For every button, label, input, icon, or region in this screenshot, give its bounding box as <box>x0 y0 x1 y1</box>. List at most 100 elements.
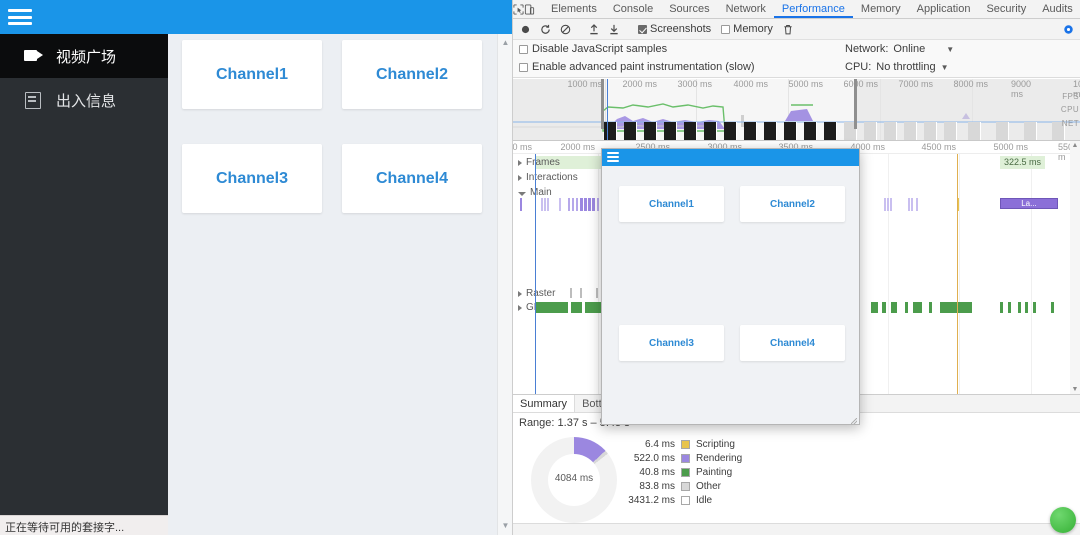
gpu-bar[interactable] <box>1033 302 1036 313</box>
gpu-bar[interactable] <box>871 302 878 313</box>
filmstrip-frame[interactable] <box>804 122 817 140</box>
main-task-bar[interactable] <box>588 198 591 211</box>
track-interactions[interactable]: Interactions <box>513 171 578 184</box>
chevron-down-icon[interactable]: ▼ <box>940 62 949 72</box>
filmstrip-frame[interactable] <box>724 122 737 140</box>
channel-card-2[interactable]: Channel2 <box>342 40 482 109</box>
gpu-bar[interactable] <box>882 302 886 313</box>
chevron-right-icon[interactable] <box>518 174 522 181</box>
disable-js-samples-checkbox[interactable]: Disable JavaScript samples <box>519 43 667 55</box>
chevron-right-icon[interactable] <box>518 159 522 166</box>
advanced-paint-checkbox[interactable]: Enable advanced paint instrumentation (s… <box>519 61 755 73</box>
tab-security[interactable]: Security <box>986 3 1027 15</box>
settings-gear-icon[interactable] <box>1058 19 1078 39</box>
main-task-bar[interactable] <box>559 198 561 211</box>
clear-icon[interactable] <box>555 19 575 39</box>
filmstrip-frame[interactable] <box>1024 122 1037 140</box>
filmstrip-frame[interactable] <box>924 122 937 140</box>
gpu-bar[interactable] <box>905 302 908 313</box>
main-task-bar[interactable] <box>890 198 892 211</box>
channel-card-4[interactable]: Channel4 <box>342 144 482 213</box>
filmstrip-frame[interactable] <box>904 122 917 140</box>
popup-resize-handle-icon[interactable] <box>849 416 858 424</box>
tab-console[interactable]: Console <box>612 3 654 15</box>
reload-record-icon[interactable] <box>535 19 555 39</box>
filmstrip-frame[interactable] <box>764 122 777 140</box>
popup-channel-card-3[interactable]: Channel3 <box>619 325 724 361</box>
overview-window-handle-right[interactable] <box>854 79 857 129</box>
gpu-bar[interactable] <box>1000 302 1003 313</box>
gpu-bar[interactable] <box>1018 302 1021 313</box>
main-task-bar[interactable] <box>908 198 910 211</box>
gpu-bar[interactable] <box>891 302 897 313</box>
scroll-down-arrow-icon[interactable]: ▼ <box>1071 386 1079 393</box>
filmstrip-frame[interactable] <box>844 122 857 140</box>
trash-icon[interactable] <box>778 19 798 39</box>
memory-checkbox[interactable]: Memory <box>716 23 778 35</box>
popup-channel-card-2[interactable]: Channel2 <box>740 186 845 222</box>
filmstrip-frame[interactable] <box>944 122 957 140</box>
main-task-bar[interactable] <box>576 198 578 211</box>
filmstrip-frame[interactable] <box>1052 122 1065 140</box>
tab-audits[interactable]: Audits <box>1042 3 1073 15</box>
load-profile-icon[interactable] <box>584 19 604 39</box>
main-task-bar[interactable] <box>547 198 549 211</box>
main-task-bar[interactable] <box>592 198 595 211</box>
filmstrip-frame[interactable] <box>624 122 637 140</box>
hamburger-icon[interactable] <box>8 7 32 27</box>
gpu-bar[interactable] <box>535 302 568 313</box>
track-main[interactable]: Main <box>513 186 552 199</box>
popup-channel-card-1[interactable]: Channel1 <box>619 186 724 222</box>
gpu-bar[interactable] <box>1025 302 1028 313</box>
main-task-bar[interactable] <box>544 198 546 211</box>
chevron-down-icon[interactable]: ▼ <box>946 44 955 54</box>
device-toolbar-icon[interactable] <box>524 0 535 18</box>
hamburger-icon[interactable] <box>607 152 619 162</box>
channel-card-1[interactable]: Channel1 <box>182 40 322 109</box>
timeline-overview[interactable]: 1000 ms 2000 ms 3000 ms 4000 ms 5000 ms … <box>513 79 1080 141</box>
record-icon[interactable] <box>515 19 535 39</box>
filmstrip-frame[interactable] <box>604 122 617 140</box>
filmstrip-frame[interactable] <box>968 122 981 140</box>
tab-network[interactable]: Network <box>725 3 766 15</box>
filmstrip-frame[interactable] <box>824 122 837 140</box>
filmstrip-frame[interactable] <box>996 122 1009 140</box>
gpu-bar[interactable] <box>585 302 601 313</box>
tab-application[interactable]: Application <box>916 3 971 15</box>
tab-elements[interactable]: Elements <box>551 3 597 15</box>
main-task-bar[interactable] <box>572 198 574 211</box>
tab-memory[interactable]: Memory <box>860 3 901 15</box>
popup-window[interactable]: Channel1 Channel2 Channel3 Channel4 <box>601 148 860 425</box>
track-frames[interactable]: Frames <box>513 156 560 169</box>
main-task-bar[interactable] <box>916 198 918 211</box>
main-task-bar[interactable] <box>887 198 889 211</box>
filmstrip-frame[interactable] <box>664 122 677 140</box>
raster-bar[interactable] <box>570 288 572 298</box>
main-task-bar[interactable] <box>884 198 886 211</box>
raster-bar[interactable] <box>596 288 598 298</box>
tab-performance[interactable]: Performance <box>774 0 853 18</box>
main-task-bar[interactable] <box>580 198 583 211</box>
screenshots-checkbox[interactable]: Screenshots <box>633 23 716 35</box>
filmstrip-frame[interactable] <box>884 122 897 140</box>
filmstrip-frame[interactable] <box>744 122 757 140</box>
long-task-bar[interactable]: La... <box>1000 198 1058 209</box>
chevron-right-icon[interactable] <box>518 304 522 311</box>
main-task-bar[interactable] <box>541 198 543 211</box>
gpu-bar[interactable] <box>940 302 972 313</box>
filmstrip-track[interactable] <box>513 122 1080 140</box>
chevron-right-icon[interactable] <box>518 290 522 297</box>
overview-window-handle-left[interactable] <box>601 79 604 129</box>
scroll-up-arrow-icon[interactable]: ▲ <box>1071 142 1079 149</box>
gpu-bar[interactable] <box>571 302 582 313</box>
app-vertical-scrollbar[interactable]: ▲ ▼ <box>497 34 512 535</box>
chevron-down-icon[interactable] <box>518 191 526 196</box>
tab-summary[interactable]: Summary <box>513 395 576 412</box>
scroll-up-arrow-icon[interactable]: ▲ <box>501 38 510 47</box>
gpu-bar[interactable] <box>1008 302 1011 313</box>
filmstrip-frame[interactable] <box>704 122 717 140</box>
channel-card-3[interactable]: Channel3 <box>182 144 322 213</box>
scroll-down-arrow-icon[interactable]: ▼ <box>501 521 510 530</box>
cpu-select[interactable]: No throttling <box>876 61 936 73</box>
network-select[interactable]: Online <box>893 43 926 55</box>
